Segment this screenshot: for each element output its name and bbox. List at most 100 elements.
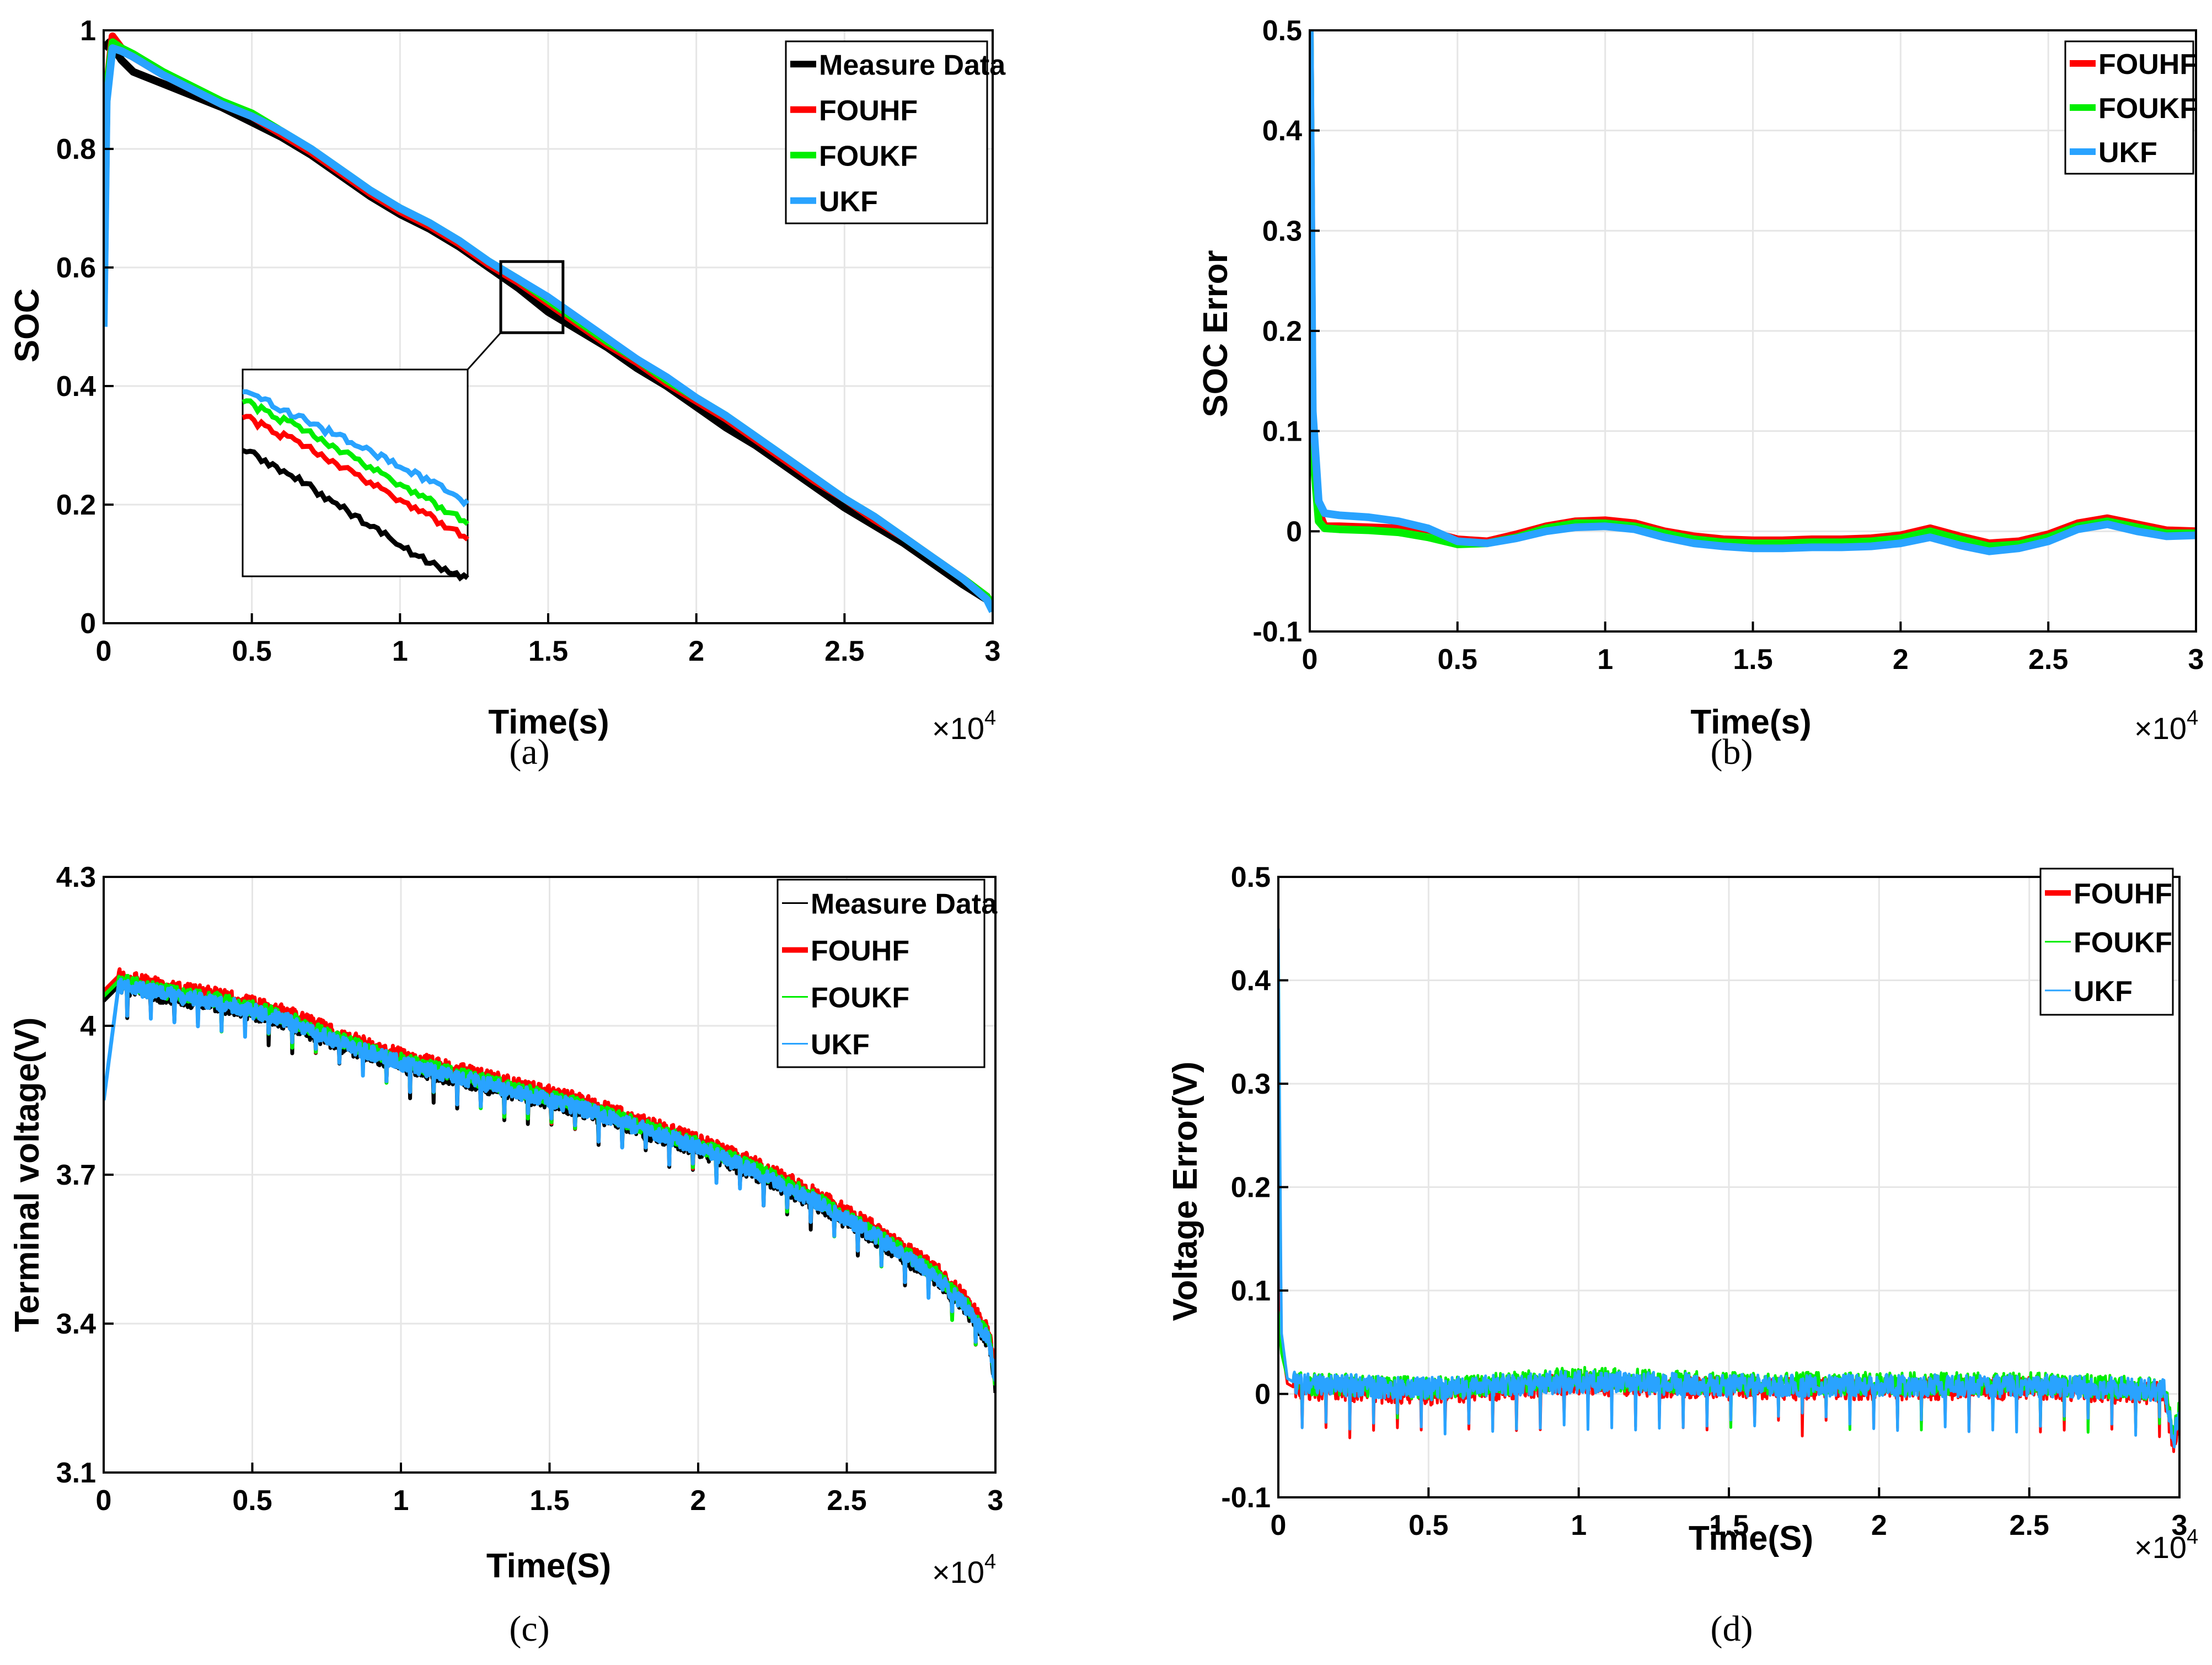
legend-box bbox=[776, 879, 986, 1068]
y-tick-label: 0.1 bbox=[1262, 416, 1302, 448]
series-group bbox=[1310, 30, 2196, 555]
x-tick-label: 0.5 bbox=[232, 1485, 272, 1517]
series-line-ukf bbox=[104, 977, 995, 1382]
legend-label: FOUHF bbox=[2098, 49, 2197, 81]
legend-label: FOUKF bbox=[2074, 927, 2172, 959]
ticks: 0 0.5 1 1.5 2 2.5 3-0.100.10.20.30.40.5 bbox=[1221, 861, 2187, 1541]
legend-label: Measure Data bbox=[811, 888, 998, 920]
x-tick-label: 0.5 bbox=[232, 635, 272, 667]
legend-label: UKF bbox=[819, 186, 878, 218]
legend-label: FOUKF bbox=[819, 140, 918, 172]
series-line-ukf bbox=[1310, 30, 2196, 555]
y-tick-label: 0.4 bbox=[1231, 965, 1271, 997]
x-tick-label: 3 bbox=[2172, 1509, 2188, 1541]
x-tick-label: 2.5 bbox=[2028, 644, 2068, 676]
y-tick-label: -0.1 bbox=[1252, 616, 1302, 648]
inset-series-line bbox=[242, 389, 470, 508]
x-tick-label: 3 bbox=[2188, 644, 2204, 676]
x-tick-label: 0.5 bbox=[1438, 644, 1477, 676]
y-tick-label: 0 bbox=[1255, 1379, 1271, 1411]
legend-label: FOUHF bbox=[811, 935, 909, 967]
legend: Measure Data FOUHF FOUKF UKF bbox=[785, 40, 1006, 224]
panel-d: 0 0.5 1 1.5 2 2.5 3-0.100.10.20.30.40.5Time(S)… bbox=[1166, 861, 2198, 1649]
panel-caption: (d) bbox=[1711, 1609, 1753, 1649]
y-tick-label: 0.2 bbox=[1262, 315, 1302, 347]
x-multiplier: ×104 bbox=[932, 706, 996, 746]
x-tick-label: 2.5 bbox=[824, 635, 864, 667]
y-tick-label: 4 bbox=[80, 1010, 96, 1042]
x-tick-label: 0 bbox=[96, 1485, 112, 1517]
y-axis-label: SOC Error bbox=[1197, 250, 1235, 417]
x-multiplier: ×104 bbox=[2134, 1525, 2198, 1565]
zoom-inset bbox=[242, 260, 565, 582]
y-tick-label: -0.1 bbox=[1221, 1482, 1271, 1514]
legend-label: UKF bbox=[811, 1029, 870, 1061]
y-tick-label: 0.1 bbox=[1231, 1275, 1271, 1307]
x-tick-label: 2 bbox=[1871, 1509, 1887, 1541]
y-axis-label: SOC bbox=[8, 288, 46, 362]
y-axis-label: Terminal voltage(V) bbox=[8, 1018, 46, 1332]
x-multiplier: ×104 bbox=[2134, 706, 2198, 746]
ticks: 0 0.5 1 1.5 2 2.5 3 0 0.2 0.4 0.6 0.8 1 bbox=[56, 15, 1001, 667]
panel-c: 0 0.5 1 1.5 2 2.5 3 3.1 3.4 3.7 4 4.3 Time(S) Termina… bbox=[8, 861, 1003, 1649]
legend-label: Measure Data bbox=[819, 49, 1006, 81]
y-tick-label: 1 bbox=[80, 15, 96, 47]
series-line-ukf bbox=[104, 44, 993, 613]
series-line-ukf bbox=[1278, 928, 2179, 1449]
y-tick-label: 3.4 bbox=[56, 1308, 96, 1340]
series-line-measure-data bbox=[104, 38, 993, 611]
legend-box bbox=[785, 40, 988, 224]
x-tick-label: 1.5 bbox=[1709, 1509, 1749, 1541]
y-tick-label: 0.3 bbox=[1262, 215, 1302, 247]
y-tick-label: 0.4 bbox=[56, 371, 96, 403]
y-tick-label: 0 bbox=[1286, 516, 1302, 548]
y-tick-label: 0.8 bbox=[56, 133, 96, 165]
legend-label: UKF bbox=[2074, 976, 2133, 1008]
y-tick-label: 0.6 bbox=[56, 252, 96, 284]
legend-label: FOUHF bbox=[819, 95, 918, 127]
y-tick-label: 3.1 bbox=[56, 1457, 96, 1489]
legend-label: FOUKF bbox=[2098, 93, 2197, 125]
y-tick-label: 0.5 bbox=[1262, 15, 1302, 47]
y-tick-label: 0.2 bbox=[1231, 1172, 1271, 1204]
x-tick-label: 1 bbox=[393, 1485, 409, 1517]
x-axis-label: Time(s) bbox=[488, 703, 609, 741]
x-tick-label: 1 bbox=[1571, 1509, 1587, 1541]
x-tick-label: 1.5 bbox=[1733, 644, 1772, 676]
legend-label: FOUKF bbox=[811, 982, 909, 1014]
x-axis-label: Time(S) bbox=[1689, 1519, 1813, 1557]
x-tick-label: 3 bbox=[985, 635, 1001, 667]
y-tick-label: 3.7 bbox=[56, 1159, 96, 1191]
x-tick-label: 2 bbox=[690, 1485, 706, 1517]
zoom-connector bbox=[467, 332, 502, 371]
panel-b: 0 0.5 1 1.5 2 2.5 3-0.100.10.20.30.40.5Time(s)… bbox=[1197, 15, 2204, 772]
y-tick-label: 0.4 bbox=[1262, 115, 1302, 147]
panel-caption: (b) bbox=[1711, 732, 1753, 772]
inset-series-line bbox=[242, 448, 469, 582]
series-group bbox=[104, 967, 995, 1393]
y-tick-label: 0.2 bbox=[56, 489, 96, 521]
x-axis-label: Time(s) bbox=[1690, 703, 1811, 741]
y-axis-label: Voltage Error(V) bbox=[1166, 1062, 1204, 1321]
legend-label: UKF bbox=[2098, 137, 2157, 169]
x-tick-label: 2 bbox=[688, 635, 704, 667]
x-multiplier: ×104 bbox=[932, 1550, 996, 1589]
ticks: 0 0.5 1 1.5 2 2.5 3-0.100.10.20.30.40.5 bbox=[1252, 15, 2204, 676]
panel-a: 0 0.5 1 1.5 2 2.5 3 0 0.2 0.4 0.6 0.8 1 Time(s) SOC ×10… bbox=[8, 15, 1006, 772]
x-tick-label: 0 bbox=[96, 635, 112, 667]
x-tick-label: 1.5 bbox=[528, 635, 568, 667]
x-tick-label: 0 bbox=[1302, 644, 1318, 676]
y-tick-label: 0.5 bbox=[1231, 861, 1271, 893]
y-tick-label: 0 bbox=[80, 608, 96, 640]
x-tick-label: 2.5 bbox=[827, 1485, 866, 1517]
x-tick-label: 0 bbox=[1271, 1509, 1287, 1541]
legend-label: FOUHF bbox=[2074, 878, 2172, 910]
x-axis-label: Time(S) bbox=[486, 1547, 611, 1585]
x-tick-label: 2 bbox=[1893, 644, 1909, 676]
legend: Measure Data FOUHF FOUKF UKF bbox=[776, 879, 998, 1068]
x-tick-label: 1 bbox=[392, 635, 408, 667]
y-tick-label: 4.3 bbox=[56, 861, 96, 893]
inset-series-line bbox=[242, 398, 469, 526]
series-line-fouhf bbox=[104, 967, 995, 1377]
